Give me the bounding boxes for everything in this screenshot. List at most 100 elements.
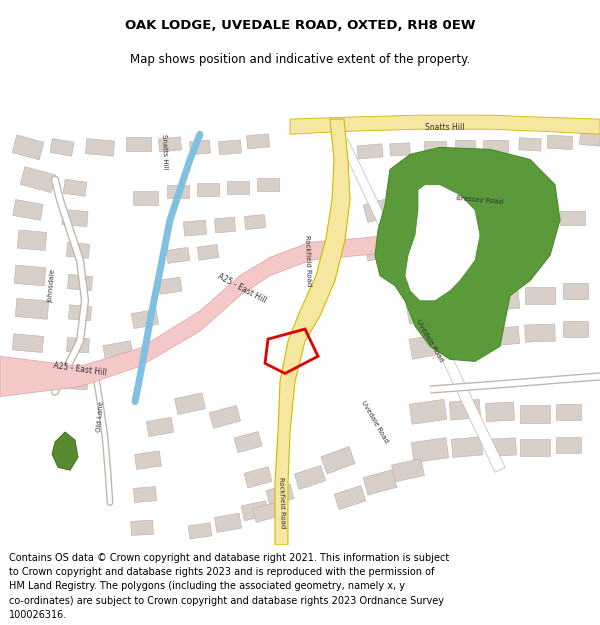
- Bar: [556, 404, 581, 420]
- Text: OAK LODGE, UVEDALE ROAD, OXTED, RH8 0EW: OAK LODGE, UVEDALE ROAD, OXTED, RH8 0EW: [125, 19, 475, 32]
- Bar: [430, 191, 460, 209]
- Bar: [560, 211, 584, 225]
- Bar: [525, 215, 555, 231]
- Bar: [134, 451, 161, 469]
- Bar: [363, 198, 397, 222]
- Bar: [488, 438, 517, 456]
- Bar: [363, 470, 397, 495]
- Bar: [131, 309, 158, 329]
- Bar: [401, 236, 428, 254]
- Bar: [452, 295, 484, 317]
- Polygon shape: [275, 119, 350, 545]
- Bar: [247, 134, 269, 149]
- Bar: [133, 486, 157, 502]
- Bar: [294, 466, 326, 489]
- Bar: [244, 467, 272, 488]
- Bar: [197, 244, 219, 260]
- Bar: [158, 277, 182, 294]
- Polygon shape: [52, 432, 78, 471]
- Bar: [190, 140, 211, 155]
- Bar: [227, 181, 249, 194]
- Bar: [266, 484, 294, 505]
- Bar: [547, 135, 573, 149]
- Bar: [496, 221, 521, 235]
- Bar: [68, 305, 92, 321]
- Bar: [188, 523, 212, 539]
- Text: Rockfield Road: Rockfield Road: [278, 477, 286, 528]
- Text: Map shows position and indicative extent of the property.: Map shows position and indicative extent…: [130, 52, 470, 66]
- Bar: [257, 178, 279, 191]
- Bar: [563, 321, 587, 337]
- Bar: [13, 334, 44, 352]
- Bar: [520, 439, 550, 456]
- Polygon shape: [0, 235, 390, 397]
- Bar: [389, 143, 410, 156]
- Polygon shape: [338, 139, 505, 472]
- Polygon shape: [375, 148, 560, 361]
- Bar: [146, 418, 173, 437]
- Bar: [430, 229, 461, 248]
- Bar: [563, 282, 587, 299]
- Text: Johnsdale: Johnsdale: [47, 269, 56, 302]
- Text: Snatts Hill: Snatts Hill: [161, 134, 169, 169]
- Bar: [520, 405, 550, 423]
- Bar: [365, 239, 395, 261]
- Bar: [357, 144, 383, 159]
- Bar: [519, 138, 541, 151]
- Bar: [452, 330, 484, 352]
- Bar: [62, 373, 88, 390]
- Bar: [175, 393, 205, 414]
- Bar: [133, 191, 157, 205]
- Bar: [167, 185, 189, 198]
- Bar: [580, 132, 600, 146]
- Bar: [214, 217, 236, 233]
- Bar: [490, 291, 520, 311]
- Bar: [184, 220, 206, 236]
- Bar: [17, 230, 47, 251]
- Bar: [125, 138, 151, 151]
- Bar: [12, 135, 44, 160]
- Text: Uvedale Road: Uvedale Road: [415, 319, 445, 363]
- Bar: [67, 274, 92, 291]
- Bar: [85, 139, 115, 156]
- Bar: [14, 265, 46, 286]
- Text: Old Lane: Old Lane: [95, 401, 104, 432]
- Bar: [20, 167, 56, 192]
- Text: A25 - East Hill: A25 - East Hill: [53, 361, 107, 378]
- Bar: [401, 195, 428, 214]
- Polygon shape: [405, 185, 480, 301]
- Bar: [209, 406, 241, 428]
- Text: A25 - East Hill: A25 - East Hill: [216, 272, 268, 305]
- Text: Uvedale Road: Uvedale Road: [361, 399, 389, 444]
- Bar: [214, 513, 242, 532]
- Text: 100026316.: 100026316.: [9, 610, 67, 620]
- Bar: [460, 223, 490, 241]
- Text: HM Land Registry. The polygons (including the associated geometry, namely x, y: HM Land Registry. The polygons (includin…: [9, 581, 405, 591]
- Bar: [50, 139, 74, 156]
- Bar: [244, 214, 266, 229]
- Bar: [158, 137, 182, 152]
- Bar: [131, 520, 154, 536]
- Bar: [451, 437, 483, 458]
- Bar: [392, 459, 424, 482]
- Bar: [409, 333, 447, 359]
- Bar: [166, 248, 190, 263]
- Bar: [334, 486, 366, 509]
- Polygon shape: [290, 115, 600, 134]
- Bar: [321, 446, 355, 474]
- Bar: [449, 399, 481, 420]
- Bar: [525, 324, 555, 342]
- Bar: [424, 141, 446, 153]
- Bar: [485, 402, 514, 422]
- Bar: [482, 140, 508, 153]
- Bar: [253, 503, 277, 522]
- Text: to Crown copyright and database rights 2023 and is reproduced with the permissio: to Crown copyright and database rights 2…: [9, 568, 434, 578]
- Bar: [455, 140, 475, 152]
- Text: Snatts Hill: Snatts Hill: [425, 122, 465, 132]
- Bar: [13, 199, 43, 221]
- Bar: [409, 399, 447, 424]
- Bar: [241, 501, 269, 521]
- Text: Brassey Road: Brassey Road: [457, 195, 503, 205]
- Bar: [103, 341, 133, 362]
- Bar: [62, 209, 88, 227]
